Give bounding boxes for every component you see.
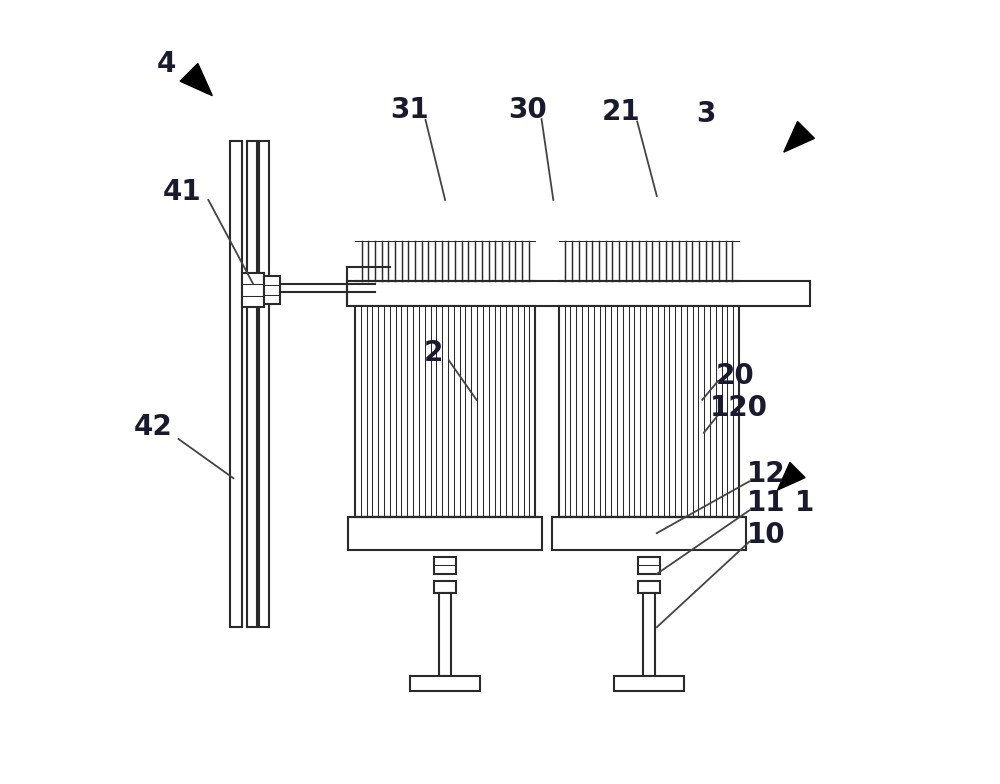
Bar [242, 273, 264, 307]
Text: 12: 12 [747, 460, 786, 488]
Bar [347, 281, 810, 306]
Text: 21: 21 [602, 98, 641, 126]
Text: 4: 4 [156, 50, 176, 78]
Text: 11: 11 [747, 489, 786, 517]
Bar [434, 581, 456, 593]
Text: 3: 3 [696, 100, 715, 128]
Bar [247, 141, 257, 627]
Bar [614, 676, 684, 691]
Text: 20: 20 [716, 362, 755, 390]
Bar [643, 593, 655, 676]
Polygon shape [784, 122, 814, 152]
Bar [230, 141, 242, 627]
Text: 2: 2 [424, 339, 443, 367]
Text: 120: 120 [710, 394, 768, 422]
Bar [259, 141, 269, 627]
Bar [410, 676, 480, 691]
Bar [434, 557, 456, 574]
Text: 41: 41 [163, 178, 202, 206]
Text: 31: 31 [391, 96, 429, 124]
Bar [348, 517, 542, 550]
Bar [355, 306, 535, 517]
Bar [638, 581, 660, 593]
Bar [439, 593, 451, 676]
Bar [552, 517, 746, 550]
Bar [638, 557, 660, 574]
Text: 10: 10 [747, 521, 786, 549]
Bar [559, 306, 739, 517]
Bar [264, 276, 280, 304]
Text: 1: 1 [795, 489, 814, 517]
Text: 30: 30 [508, 96, 547, 124]
Polygon shape [778, 463, 805, 490]
Polygon shape [180, 64, 212, 96]
Text: 42: 42 [134, 413, 173, 441]
